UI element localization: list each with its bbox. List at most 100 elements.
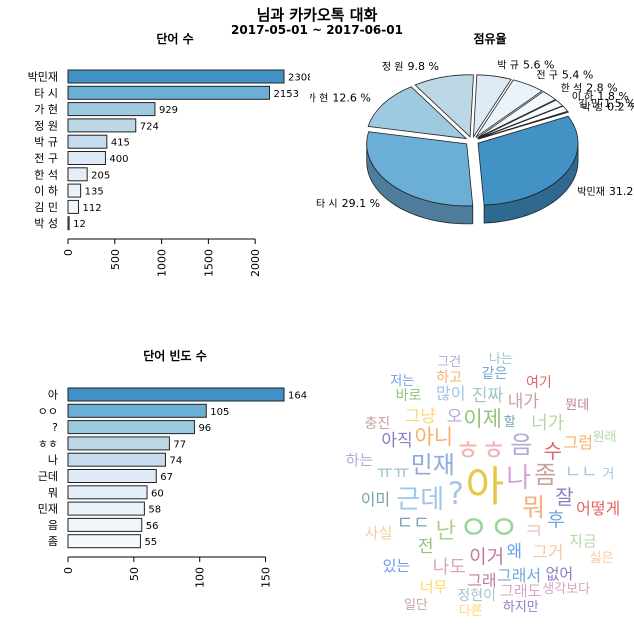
word-count-value-label: 929 [159, 105, 178, 116]
word-frequency-bar [67, 534, 141, 549]
word-cloud-word: 수 [543, 439, 562, 464]
pie-slice-unit: % [622, 97, 634, 110]
pie-slice [414, 74, 474, 138]
word-count-category-label: 이 하 [34, 184, 58, 198]
word-frequency-category-label: 근데 [38, 470, 58, 483]
word-cloud-word: 아 [465, 462, 505, 511]
pie-slice-value: 2.8 [586, 81, 604, 94]
word-cloud-word: 있는 [382, 557, 411, 576]
word-frequency-category-label: 아 [48, 389, 58, 402]
word-cloud-word: 다른 [458, 603, 483, 619]
word-frequency-x-tick-label: 50 [128, 567, 141, 581]
word-cloud-word: ㅎㅎ [455, 433, 507, 467]
pie-slice [475, 79, 543, 138]
word-count-category-label: 김 민 [34, 201, 58, 214]
share-pie-chart: 박민재 31.2 % 타 시 29.1 % 가 현 12.6 % 정 원 9.8 % 박 규 5.… [310, 59, 634, 225]
word-cloud-word: 할 [503, 415, 516, 431]
word-cloud-word: 어떻게 [576, 498, 621, 518]
word-count-value-label: 415 [111, 138, 130, 149]
word-frequency-value-label: 74 [169, 456, 182, 467]
pie-slice [366, 131, 474, 207]
word-cloud-word: 음 [510, 430, 533, 459]
word-cloud-word: 잘 [555, 485, 574, 510]
pie-slice-value: 12.6 [332, 91, 357, 104]
word-frequency-value-label: 67 [160, 472, 173, 483]
pie-slice-unit: % [615, 90, 629, 103]
word-cloud-word: 왜 [506, 542, 523, 563]
word-count-x-tick-label: 0 [62, 249, 75, 256]
word-count-bar [67, 183, 82, 198]
word-count-value-label: 135 [85, 187, 104, 198]
word-cloud-word: 여기 [526, 375, 552, 392]
word-frequency-chart-title: 단어 빈도 수 [143, 349, 207, 363]
word-count-bar [67, 118, 137, 133]
word-count-value-label: 2308 [288, 73, 310, 84]
word-frequency-value-label: 56 [146, 521, 159, 532]
pie-slice-value: 9.8 [408, 60, 426, 73]
word-count-category-label: 전 구 [34, 152, 58, 165]
pie-slice-label: 이 하 1.8 % [572, 90, 629, 103]
pie-slice-unit: % [625, 101, 634, 114]
pie-slice-label: 타 시 29.1 % [316, 197, 380, 210]
word-cloud-word: 아니 [414, 425, 454, 450]
word-count-x-tick-label: 1000 [156, 249, 169, 277]
word-frequency-bar [67, 485, 148, 500]
word-cloud-word: 정현이 [457, 588, 496, 605]
word-cloud-word: 진짜 [471, 386, 504, 407]
word-count-value-label: 205 [91, 170, 110, 181]
word-frequency-value-label: 60 [151, 488, 164, 499]
chart-subtitle: 2017-05-01 ~ 2017-06-01 [231, 23, 403, 37]
word-cloud-word: 하지만 [502, 599, 539, 615]
word-frequency-category-label: ? [52, 421, 58, 434]
word-cloud-word: ㅋ [523, 520, 544, 546]
word-cloud-word: 싫은 [589, 551, 614, 567]
pie-slice-label: 한 석 2.8 % [561, 81, 618, 94]
word-cloud-word: ㄴㄴ [564, 462, 598, 484]
word-cloud-word: 거 [602, 467, 615, 483]
pie-slice-value: 0.2 [607, 101, 625, 114]
pie-slice-label: 전 구 5.4 % [536, 69, 593, 82]
word-frequency-bar [67, 387, 285, 402]
word-cloud-word: 일단 [403, 598, 428, 614]
word-cloud-word: 너무 [419, 578, 448, 597]
word-cloud-word: 그래서 [496, 565, 542, 585]
word-frequency-bar [67, 501, 145, 516]
word-count-category-label: 정 원 [34, 119, 58, 132]
word-count-value-label: 112 [82, 203, 101, 214]
pie-slice-value: 5.4 [562, 69, 580, 82]
word-cloud-word: 하는 [345, 450, 374, 469]
pie-slice-category: 한 석 [561, 82, 583, 94]
pie-slice [478, 110, 570, 140]
word-count-bar [67, 102, 156, 117]
word-frequency-x-tick-label: 100 [194, 567, 207, 588]
word-count-value-label: 400 [109, 154, 128, 165]
word-cloud-word: 같은 [481, 366, 508, 382]
word-cloud-word: 나 [506, 463, 532, 495]
word-frequency-value-label: 58 [148, 505, 161, 516]
pie-slice-unit: % [579, 69, 593, 82]
word-count-category-label: 박 규 [34, 136, 58, 149]
word-count-x-tick-label: 1500 [202, 249, 215, 277]
word-frequency-value-label: 55 [144, 537, 157, 548]
pie-slice-label: 정 원 9.8 % [382, 60, 439, 73]
word-count-value-label: 2153 [273, 89, 298, 100]
pie-slice-value: 1.8 [597, 90, 615, 103]
pie-slice-category: 박 성 [582, 102, 604, 114]
pie-slice [476, 91, 557, 139]
word-cloud-word: 지금 [569, 531, 597, 550]
word-cloud-word: 좀 [534, 460, 557, 489]
word-cloud-word: 민재 [410, 450, 455, 479]
word-cloud-word: 뭐 [522, 492, 546, 522]
pie-slice-unit: % [357, 91, 371, 104]
word-cloud-word: 그래 [467, 571, 497, 590]
pie-slice-category: 정 원 [382, 61, 404, 73]
pie-slice [477, 99, 564, 139]
chart-main-title: 님과 카카오톡 대화 [256, 6, 378, 24]
word-count-chart-title: 단어 수 [156, 32, 194, 46]
word-frequency-bar-chart: 아 164 ㅇㅇ 105? 96 ㅎㅎ 77 나 74 근데 67 뭐 60 민재 58 음 56 좀 55 0 50 1… [38, 387, 307, 588]
word-frequency-value-label: 96 [198, 423, 211, 434]
word-cloud-word: 나는 [488, 351, 513, 367]
word-cloud-word: 바로 [395, 387, 422, 404]
word-frequency-category-label: 음 [48, 519, 58, 532]
pie-slice-value: 31.2 [609, 185, 634, 198]
